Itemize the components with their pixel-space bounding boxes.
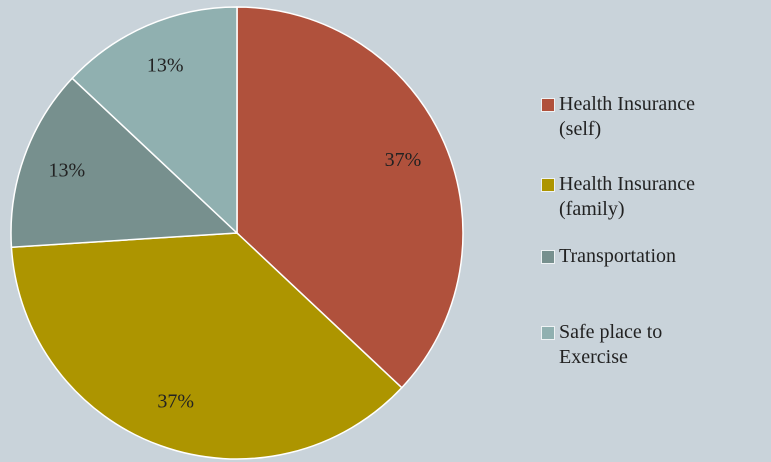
pie-slice	[236, 6, 464, 389]
legend-label: Health Insurance (self)	[559, 93, 696, 140]
legend-item: Health Insurance (family)	[541, 172, 734, 222]
pie-chart: 37% 37% 13% 13%	[10, 6, 464, 460]
legend-item: Transportation	[541, 244, 676, 269]
legend-swatch	[541, 178, 555, 192]
pie-slice	[10, 77, 239, 248]
legend-label: Transportation	[559, 245, 677, 267]
legend-label: Safe place to Exercise	[559, 321, 663, 368]
data-label: 13%	[147, 55, 184, 77]
legend-label: Health Insurance (family)	[559, 173, 696, 220]
legend-item: Safe place to Exercise	[541, 320, 734, 370]
data-label: 37%	[157, 391, 194, 413]
data-label: 13%	[49, 159, 86, 181]
pie-slice	[71, 6, 238, 235]
legend-item: Health Insurance (self)	[541, 92, 734, 142]
legend-swatch	[541, 250, 555, 264]
legend-swatch	[541, 98, 555, 112]
legend-swatch	[541, 326, 555, 340]
pie-slice	[10, 232, 403, 460]
data-label: 37%	[385, 149, 422, 171]
